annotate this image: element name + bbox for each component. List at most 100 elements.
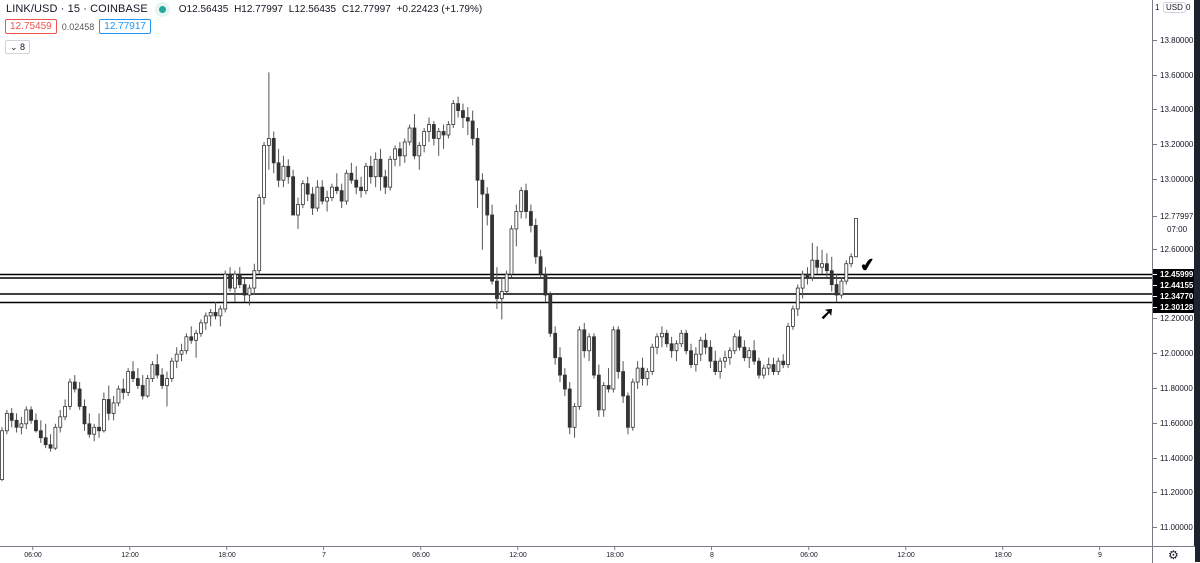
candlestick-plot[interactable] bbox=[0, 0, 1152, 546]
candle bbox=[761, 364, 766, 379]
candle bbox=[165, 371, 169, 407]
candle bbox=[48, 434, 53, 452]
candle bbox=[766, 357, 771, 376]
candle bbox=[174, 347, 179, 369]
candle bbox=[805, 267, 810, 285]
price-tick: 13.20000 bbox=[1153, 140, 1193, 150]
price-tick: 13.60000 bbox=[1153, 71, 1193, 81]
candle bbox=[53, 423, 58, 450]
buy-price-button[interactable]: 12.77917 bbox=[99, 19, 151, 34]
arrow-annotation[interactable]: ➚ bbox=[820, 304, 835, 323]
candle bbox=[286, 159, 291, 184]
market-status-dot-icon bbox=[158, 5, 166, 13]
candle bbox=[325, 190, 330, 212]
candle bbox=[315, 180, 320, 212]
window-edge bbox=[1194, 0, 1200, 562]
candle bbox=[344, 169, 349, 205]
candle bbox=[786, 322, 790, 369]
candle bbox=[621, 361, 625, 403]
bid-ask-row: 12.75459 0.02458 12.77917 bbox=[5, 19, 151, 34]
indicators-collapse-button[interactable]: ⌄ 8 bbox=[5, 40, 31, 54]
candle bbox=[533, 218, 538, 264]
candle bbox=[596, 364, 601, 417]
time-tick: 06:00 bbox=[800, 547, 818, 559]
candle bbox=[698, 336, 703, 362]
candle bbox=[116, 385, 121, 407]
candle bbox=[664, 329, 669, 348]
candle bbox=[499, 277, 504, 320]
candle bbox=[87, 413, 92, 438]
candle bbox=[718, 357, 723, 379]
chart-pane[interactable]: LINK/USD · 15 · COINBASE O12.56435 H12.7… bbox=[0, 0, 1152, 546]
candle bbox=[495, 267, 499, 309]
time-tick: 7 bbox=[322, 547, 326, 559]
candle bbox=[703, 333, 708, 355]
candle bbox=[131, 361, 135, 383]
time-scale[interactable]: 06:00 12:00 18:00 7 06:00 12:00 18:00 8 … bbox=[0, 546, 1152, 563]
candle bbox=[679, 329, 684, 348]
symbol-title[interactable]: LINK/USD · 15 · COINBASE bbox=[6, 3, 148, 15]
candle bbox=[684, 329, 689, 355]
candle bbox=[213, 302, 218, 320]
candle bbox=[77, 382, 82, 410]
candle bbox=[693, 347, 698, 372]
chart-settings-corner[interactable]: ⚙ bbox=[1152, 546, 1195, 563]
candle bbox=[29, 406, 34, 424]
candle bbox=[791, 305, 795, 330]
candle bbox=[252, 263, 257, 296]
high-value: H12.77997 bbox=[234, 3, 283, 15]
candle bbox=[810, 242, 815, 282]
candle bbox=[296, 197, 300, 229]
candle bbox=[674, 340, 679, 362]
candle bbox=[150, 361, 155, 383]
candle bbox=[461, 103, 465, 128]
candle bbox=[713, 350, 718, 376]
sell-price-button[interactable]: 12.75459 bbox=[5, 19, 57, 34]
candle bbox=[553, 326, 558, 365]
checkmark-annotation[interactable]: ✔ bbox=[858, 254, 877, 276]
candle bbox=[354, 166, 359, 195]
candle bbox=[383, 169, 388, 195]
candle bbox=[834, 274, 839, 302]
candle bbox=[558, 347, 562, 383]
candle bbox=[169, 357, 174, 383]
candle bbox=[708, 340, 713, 369]
candle bbox=[320, 180, 325, 205]
gear-icon[interactable]: ⚙ bbox=[1168, 548, 1179, 562]
candle bbox=[68, 378, 72, 410]
candle bbox=[820, 249, 824, 275]
candle bbox=[456, 96, 461, 118]
clipped-price-label: 1 bbox=[1155, 3, 1160, 12]
candle bbox=[771, 357, 776, 376]
candle bbox=[524, 183, 528, 219]
candle bbox=[189, 326, 194, 344]
candle bbox=[587, 333, 592, 362]
candle bbox=[233, 270, 237, 302]
close-value: C12.77997 bbox=[341, 3, 391, 15]
candle bbox=[465, 107, 470, 135]
price-tick: 11.00000 bbox=[1153, 523, 1193, 533]
candle bbox=[519, 187, 524, 219]
candle bbox=[393, 145, 397, 167]
candle bbox=[815, 246, 820, 275]
candle bbox=[655, 333, 659, 355]
candle bbox=[606, 368, 611, 393]
candle bbox=[14, 413, 19, 433]
price-tick: 13.80000 bbox=[1153, 36, 1193, 46]
candle bbox=[242, 277, 247, 302]
price-tick: 12.20000 bbox=[1153, 314, 1193, 324]
candle bbox=[199, 319, 203, 337]
candle bbox=[490, 204, 494, 285]
candle bbox=[737, 329, 742, 351]
candle bbox=[63, 399, 67, 421]
currency-button[interactable]: USD bbox=[1163, 2, 1186, 13]
candle bbox=[446, 121, 451, 139]
candle bbox=[412, 114, 417, 160]
candle bbox=[334, 173, 339, 195]
price-scale[interactable]: 1 USD 0 13.80000 13.60000 13.40000 13.20… bbox=[1152, 0, 1195, 546]
candle bbox=[373, 152, 378, 188]
candle bbox=[849, 253, 854, 268]
price-tick: 11.80000 bbox=[1153, 384, 1193, 394]
candle bbox=[34, 413, 38, 433]
last-price-tick: 12.77997 bbox=[1153, 212, 1193, 222]
